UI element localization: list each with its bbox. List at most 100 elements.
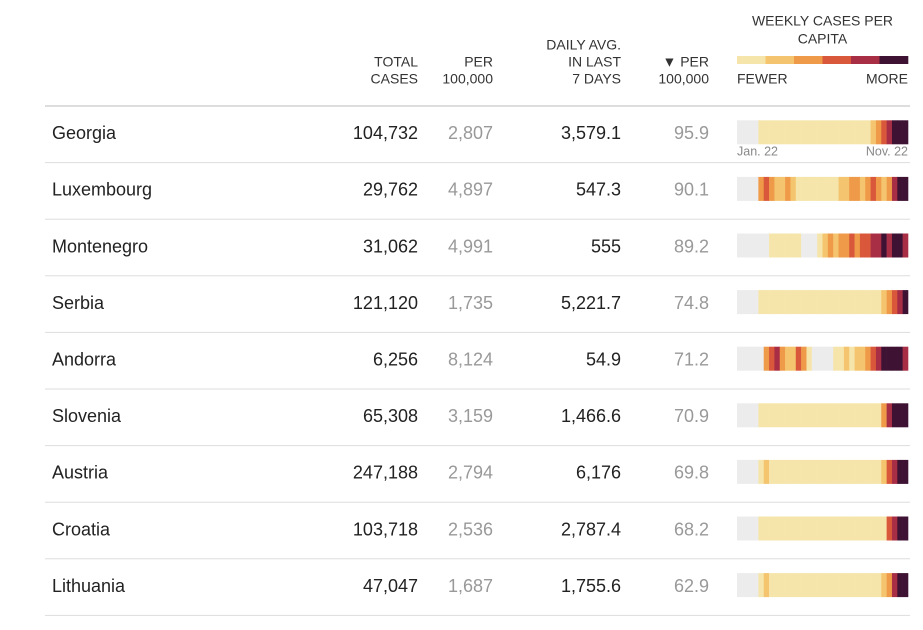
- week-cell: [891, 403, 898, 428]
- week-cell: [801, 346, 807, 371]
- week-cell: [763, 403, 770, 428]
- week-cell: [758, 233, 765, 258]
- week-cell: [742, 573, 748, 598]
- week-cell: [753, 346, 759, 371]
- week-cell: [843, 346, 850, 371]
- daily-avg: 1,466.6: [561, 406, 621, 426]
- week-cell: [886, 403, 893, 428]
- week-cell: [811, 233, 818, 258]
- week-cell: [811, 120, 818, 145]
- week-cell: [790, 403, 797, 428]
- week-cell: [897, 573, 903, 598]
- week-cell: [753, 459, 759, 484]
- week-cell: [785, 346, 791, 371]
- week-cell: [785, 290, 791, 315]
- total-cases: 31,062: [363, 236, 418, 256]
- total-cases: 247,188: [353, 463, 418, 483]
- week-cell: [763, 516, 770, 541]
- week-cell: [811, 573, 818, 598]
- week-cell: [827, 120, 834, 145]
- week-cell: [817, 233, 823, 258]
- week-cell: [822, 516, 829, 541]
- week-cell: [827, 346, 834, 371]
- week-cell: [806, 176, 813, 201]
- week-cell: [747, 403, 754, 428]
- column-header: 7 DAYS: [572, 71, 621, 87]
- week-cell: [881, 233, 887, 258]
- week-cell: [897, 403, 903, 428]
- week-cell: [790, 346, 797, 371]
- week-cell: [865, 233, 871, 258]
- week-cell: [806, 290, 813, 315]
- per-100k: 8,124: [448, 349, 493, 369]
- column-header: CASES: [371, 71, 418, 87]
- week-cell: [747, 459, 754, 484]
- week-cell: [795, 176, 802, 201]
- week-cell: [747, 573, 754, 598]
- week-cell: [811, 290, 818, 315]
- daily-avg: 2,787.4: [561, 519, 621, 539]
- week-cell: [790, 573, 797, 598]
- week-cell: [790, 233, 797, 258]
- week-cell: [753, 233, 759, 258]
- week-cell: [886, 459, 893, 484]
- week-cell: [737, 120, 743, 145]
- week-cell: [822, 120, 829, 145]
- week-cell: [838, 573, 845, 598]
- country: Serbia: [52, 293, 105, 313]
- week-cell: [859, 459, 866, 484]
- strip-end-label: Nov. 22: [866, 145, 908, 159]
- week-cell: [843, 176, 850, 201]
- week-cell: [838, 233, 845, 258]
- daily-per-100k: 95.9: [674, 123, 709, 143]
- week-cell: [891, 459, 898, 484]
- week-cell: [822, 573, 829, 598]
- week-cell: [801, 233, 807, 258]
- column-header: 100,000: [658, 71, 709, 87]
- week-cell: [774, 290, 781, 315]
- week-cell: [742, 233, 748, 258]
- week-cell: [865, 516, 871, 541]
- week-cell: [827, 290, 834, 315]
- week-cell: [806, 516, 813, 541]
- week-cell: [801, 120, 807, 145]
- week-cell: [790, 120, 797, 145]
- legend-title: CAPITA: [798, 31, 848, 47]
- total-cases: 121,120: [353, 293, 418, 313]
- week-cell: [891, 176, 898, 201]
- week-cell: [859, 233, 866, 258]
- legend-swatch: [851, 56, 880, 64]
- country: Lithuania: [52, 576, 126, 596]
- week-cell: [833, 346, 839, 371]
- week-cell: [811, 403, 818, 428]
- daily-per-100k: 62.9: [674, 576, 709, 596]
- daily-avg: 5,221.7: [561, 293, 621, 313]
- week-cell: [769, 573, 775, 598]
- week-cell: [902, 516, 909, 541]
- week-cell: [838, 120, 845, 145]
- week-cell: [859, 290, 866, 315]
- week-cell: [785, 120, 791, 145]
- week-cell: [875, 233, 882, 258]
- week-cell: [817, 459, 823, 484]
- week-cell: [886, 176, 893, 201]
- week-cell: [875, 403, 882, 428]
- week-cell: [875, 176, 882, 201]
- week-cell: [886, 120, 893, 145]
- week-cell: [833, 459, 839, 484]
- week-cell: [763, 459, 770, 484]
- week-cell: [902, 573, 909, 598]
- week-cell: [817, 573, 823, 598]
- week-cell: [859, 346, 866, 371]
- week-cell: [870, 120, 877, 145]
- week-cell: [795, 516, 802, 541]
- week-cell: [747, 176, 754, 201]
- week-cell: [843, 233, 850, 258]
- week-cell: [817, 403, 823, 428]
- column-header: TOTAL: [374, 54, 418, 70]
- week-cell: [747, 346, 754, 371]
- week-cell: [838, 516, 845, 541]
- week-cell: [737, 573, 743, 598]
- week-cell: [881, 573, 887, 598]
- week-cell: [881, 459, 887, 484]
